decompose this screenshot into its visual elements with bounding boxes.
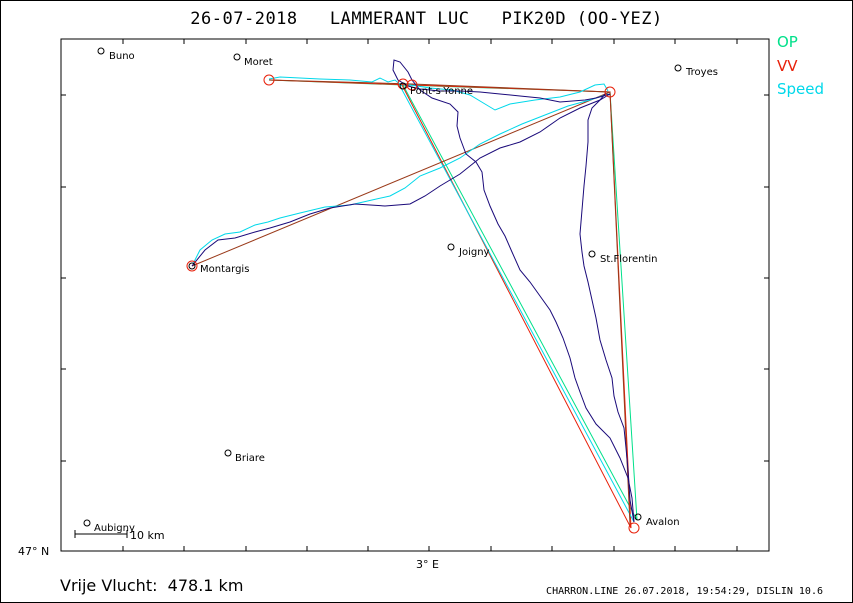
longitude-label: 3° E: [416, 558, 439, 571]
turnpoint-montargis: [186, 260, 198, 272]
task-line-brown: [191, 79, 631, 526]
flight-track-loop-west: [392, 59, 635, 523]
legend-op: OP: [777, 33, 798, 51]
town-label-troyes: Troyes: [685, 67, 718, 78]
speed-track: [192, 76, 609, 265]
town-joigny-icon: [447, 243, 455, 251]
task-line-vv: [268, 79, 632, 529]
speed-track-east: [403, 83, 609, 111]
speed-track-west: [268, 76, 403, 87]
town-moret-icon: [233, 53, 241, 61]
free-flight-label: Vrije Vlucht:: [60, 576, 158, 595]
towns: [83, 47, 682, 527]
turnpoint-start: [263, 74, 275, 86]
speed-track-montargis: [192, 93, 609, 265]
legend-vv: VV: [777, 57, 798, 75]
town-labels: Buno Moret Troyes Pont-s-Yonne Joigny St…: [94, 51, 718, 534]
town-label-aubigny: Aubigny: [94, 523, 135, 534]
axis-ticks: [61, 39, 769, 552]
flight-track-east-leg: [579, 92, 635, 523]
town-label-joigny: Joigny: [458, 247, 490, 258]
footer-info: CHARRON.LINE 26.07.2018, 19:54:29, DISLI…: [546, 586, 823, 597]
pilot-name: LAMMERANT LUC: [329, 9, 470, 29]
chart-title: 26-07-2018 LAMMERANT LUC PIK20D (OO-YEZ): [0, 9, 853, 29]
town-aubigny-icon: [83, 519, 91, 527]
map-border: [60, 38, 770, 552]
turnpoint-avalon: [628, 522, 640, 534]
legend-speed: Speed: [777, 80, 825, 98]
town-label-briare: Briare: [235, 453, 265, 464]
town-label-avalon: Avalon: [646, 517, 680, 528]
scale-bar-label: 10 km: [130, 529, 165, 542]
turnpoint-pont: [406, 79, 418, 91]
flight-track-north: [191, 93, 611, 267]
task-lines: [191, 79, 638, 529]
latitude-label: 47° N: [18, 545, 49, 558]
flight-date: 26-07-2018: [190, 9, 298, 29]
town-label-pont: Pont-s-Yonne: [410, 86, 473, 97]
turnpoints: [186, 74, 640, 534]
glider-id: PIK20D (OO-YEZ): [501, 9, 663, 29]
town-label-buno: Buno: [109, 51, 135, 62]
task-line-speed: [399, 85, 635, 523]
town-label-moret: Moret: [244, 57, 273, 68]
town-troyes-icon: [674, 64, 682, 72]
town-briare-icon: [224, 449, 232, 457]
turnpoint-troyes-area: [604, 86, 616, 98]
town-florentin-icon: [588, 250, 596, 258]
town-avalon-icon: [634, 513, 642, 521]
town-buno-icon: [97, 47, 105, 55]
scale-bar: 10 km: [74, 529, 165, 542]
free-flight-distance: Vrije Vlucht: 478.1 km: [60, 576, 243, 595]
town-label-montargis: Montargis: [200, 264, 249, 275]
flight-track: [191, 59, 635, 523]
town-label-florentin: St.Florentin: [600, 254, 658, 265]
task-line-op: [268, 79, 638, 521]
free-flight-value: 478.1 km: [167, 576, 244, 595]
town-pont-icon: [399, 82, 407, 90]
town-montargis-icon: [188, 262, 196, 270]
